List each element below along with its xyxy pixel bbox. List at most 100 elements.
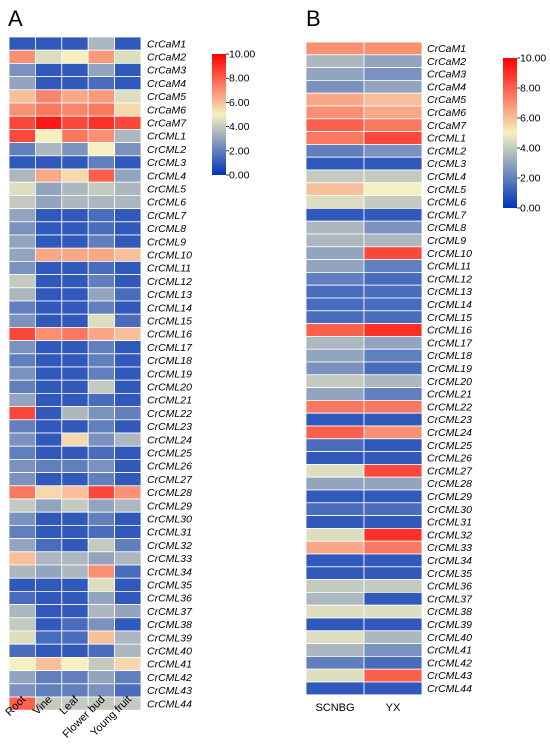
heatmap-cell	[363, 643, 423, 657]
heatmap-cell	[305, 246, 365, 261]
heatmap-cell	[35, 313, 63, 328]
heatmap-cell	[363, 668, 423, 683]
heatmap-cell	[363, 438, 423, 452]
heatmap-cell	[114, 221, 142, 236]
row-label: CrCML26	[147, 461, 192, 473]
row-label: CrCML22	[147, 408, 192, 420]
heatmap-cell	[8, 49, 36, 64]
row-label: CrCML29	[427, 491, 472, 503]
heatmap-cell	[61, 234, 89, 249]
row-label: CrCML31	[427, 517, 472, 529]
row-label: CrCML4	[427, 171, 466, 183]
heatmap-cell	[305, 668, 365, 683]
heatmap-cell	[114, 630, 142, 645]
heatmap-cell	[35, 525, 63, 540]
heatmap-cell	[8, 128, 36, 143]
row-label: CrCaM3	[427, 69, 466, 81]
heatmap-cell	[114, 604, 142, 619]
heatmap-cell	[363, 131, 423, 145]
heatmap-cell	[87, 392, 115, 407]
heatmap-cell	[363, 387, 423, 401]
row-label: CrCML18	[427, 350, 472, 362]
heatmap-cell	[363, 182, 423, 197]
panel-label: B	[306, 6, 321, 31]
heatmap-cell	[305, 41, 365, 56]
row-label: CrCML7	[147, 210, 187, 222]
row-label: CrCML38	[147, 619, 192, 631]
heatmap-cell	[305, 118, 365, 133]
heatmap-cell	[363, 335, 423, 350]
row-label: CrCML25	[147, 448, 192, 460]
row-label: CrCML37	[427, 593, 473, 605]
row-label: CrCML9	[147, 236, 186, 248]
column-label: YX	[386, 702, 401, 714]
heatmap-cell	[61, 591, 89, 606]
heatmap-cell	[114, 577, 142, 592]
heatmap-cell	[8, 234, 36, 249]
heatmap-cell	[305, 182, 365, 197]
heatmap-cell	[363, 310, 423, 324]
heatmap-cell	[363, 579, 423, 593]
heatmap-cell	[114, 353, 142, 368]
row-label: CrCML10	[427, 248, 472, 260]
heatmap-cell	[61, 49, 89, 64]
heatmap-cell	[363, 284, 423, 299]
heatmap-cell	[114, 208, 142, 223]
heatmap-cell	[35, 630, 63, 645]
row-label: CrCML13	[427, 286, 472, 298]
heatmap-cell	[61, 168, 89, 183]
heatmap-cell	[61, 551, 89, 566]
heatmap-cell	[35, 89, 63, 104]
heatmap-cell	[61, 630, 89, 645]
heatmap-cell	[35, 208, 63, 223]
heatmap-cell	[8, 76, 36, 91]
heatmap-cell	[35, 432, 63, 447]
heatmap-cell	[61, 511, 89, 526]
heatmap-cell	[35, 643, 63, 658]
heatmap-cell	[305, 412, 365, 427]
row-label: CrCML39	[147, 632, 192, 644]
heatmap-cell	[35, 247, 63, 262]
heatmap-cell	[114, 445, 142, 460]
heatmap-cell	[305, 463, 365, 478]
heatmap-cell	[8, 657, 36, 672]
heatmap-cell	[35, 274, 63, 289]
heatmap-cell	[363, 592, 423, 606]
heatmap-cell	[87, 551, 115, 566]
heatmap-cell	[114, 300, 142, 315]
heatmap-cell	[8, 260, 36, 275]
row-label: CrCML38	[427, 606, 472, 618]
row-label: CrCML15	[427, 312, 472, 324]
heatmap-cell	[114, 392, 142, 407]
heatmap-cell	[305, 579, 365, 593]
heatmap-cell	[8, 326, 36, 341]
heatmap-cell	[114, 538, 142, 553]
row-label: CrCML41	[427, 645, 472, 657]
heatmap-cell	[114, 313, 142, 328]
heatmap-cell	[35, 234, 63, 249]
heatmap-cell	[114, 287, 142, 302]
row-label: CrCML2	[147, 144, 186, 156]
heatmap-cell	[8, 604, 36, 619]
row-label: CrCML41	[147, 659, 192, 671]
heatmap-cell	[305, 195, 365, 209]
row-label: CrCML42	[427, 657, 472, 669]
heatmap-cell	[8, 551, 36, 566]
row-label: CrCML2	[427, 145, 466, 157]
heatmap-cell	[8, 194, 36, 209]
row-label: CrCML18	[147, 355, 192, 367]
heatmap-cell	[114, 366, 142, 381]
heatmap-cell	[114, 194, 142, 209]
heatmap-cell	[305, 387, 365, 401]
row-label: CrCML12	[427, 273, 472, 285]
heatmap-cell	[61, 194, 89, 209]
heatmap-cell	[114, 591, 142, 606]
heatmap-cell	[35, 538, 63, 553]
heatmap-cell	[305, 143, 365, 158]
row-label: CrCML33	[147, 553, 192, 565]
heatmap-cell	[87, 472, 115, 487]
heatmap-cell	[8, 168, 36, 183]
color-scale-tick-label: 8.00	[229, 73, 250, 85]
heatmap-cell	[87, 208, 115, 223]
row-label: CrCML16	[427, 325, 472, 337]
